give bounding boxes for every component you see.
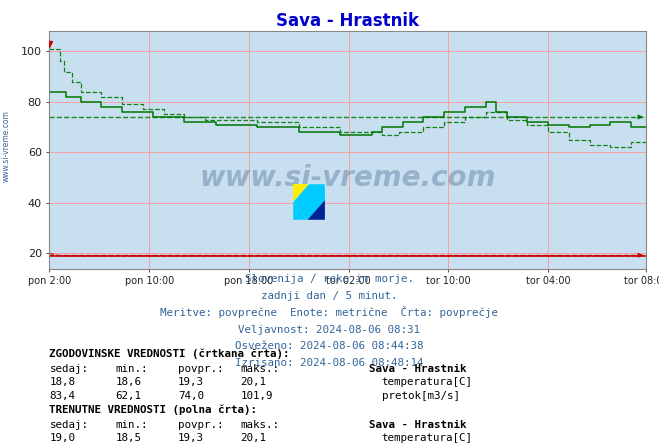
Text: povpr.:: povpr.: bbox=[178, 420, 223, 430]
Text: Slovenija / reke in morje.: Slovenija / reke in morje. bbox=[245, 274, 414, 284]
Text: temperatura[C]: temperatura[C] bbox=[382, 377, 473, 388]
Polygon shape bbox=[308, 200, 325, 220]
Text: ZGODOVINSKE VREDNOSTI (črtkana črta):: ZGODOVINSKE VREDNOSTI (črtkana črta): bbox=[49, 349, 290, 360]
Text: TRENUTNE VREDNOSTI (polna črta):: TRENUTNE VREDNOSTI (polna črta): bbox=[49, 405, 258, 416]
Polygon shape bbox=[293, 202, 308, 220]
Text: Sava - Hrastnik: Sava - Hrastnik bbox=[369, 364, 467, 374]
Text: povpr.:: povpr.: bbox=[178, 364, 223, 374]
Text: sedaj:: sedaj: bbox=[49, 420, 88, 430]
Text: Meritve: povprečne  Enote: metrične  Črta: povprečje: Meritve: povprečne Enote: metrične Črta:… bbox=[161, 305, 498, 318]
Text: 18,8: 18,8 bbox=[49, 377, 75, 388]
Text: sedaj:: sedaj: bbox=[49, 364, 88, 374]
Text: Sava - Hrastnik: Sava - Hrastnik bbox=[369, 420, 467, 430]
Text: zadnji dan / 5 minut.: zadnji dan / 5 minut. bbox=[261, 291, 398, 301]
Text: 18,6: 18,6 bbox=[115, 377, 141, 388]
Text: 20,1: 20,1 bbox=[241, 377, 266, 388]
Text: 18,5: 18,5 bbox=[115, 433, 141, 444]
Text: 19,3: 19,3 bbox=[178, 377, 204, 388]
Text: 62,1: 62,1 bbox=[115, 391, 141, 401]
Text: maks.:: maks.: bbox=[241, 364, 279, 374]
Text: 83,4: 83,4 bbox=[49, 391, 75, 401]
Title: Sava - Hrastnik: Sava - Hrastnik bbox=[276, 12, 419, 29]
Text: temperatura[C]: temperatura[C] bbox=[382, 433, 473, 444]
Polygon shape bbox=[293, 184, 309, 202]
Text: Izrisano: 2024-08-06 08:48:14: Izrisano: 2024-08-06 08:48:14 bbox=[235, 358, 424, 369]
Text: www.si-vreme.com: www.si-vreme.com bbox=[200, 164, 496, 192]
Text: maks.:: maks.: bbox=[241, 420, 279, 430]
Text: min.:: min.: bbox=[115, 364, 148, 374]
Text: pretok[m3/s]: pretok[m3/s] bbox=[382, 391, 459, 401]
Text: min.:: min.: bbox=[115, 420, 148, 430]
Text: Osveženo: 2024-08-06 08:44:38: Osveženo: 2024-08-06 08:44:38 bbox=[235, 341, 424, 352]
Text: 19,0: 19,0 bbox=[49, 433, 75, 444]
Text: 19,3: 19,3 bbox=[178, 433, 204, 444]
Text: www.si-vreme.com: www.si-vreme.com bbox=[2, 111, 11, 182]
Text: 74,0: 74,0 bbox=[178, 391, 204, 401]
Text: Veljavnost: 2024-08-06 08:31: Veljavnost: 2024-08-06 08:31 bbox=[239, 325, 420, 335]
Polygon shape bbox=[293, 184, 325, 220]
Text: 101,9: 101,9 bbox=[241, 391, 273, 401]
Text: 20,1: 20,1 bbox=[241, 433, 266, 444]
